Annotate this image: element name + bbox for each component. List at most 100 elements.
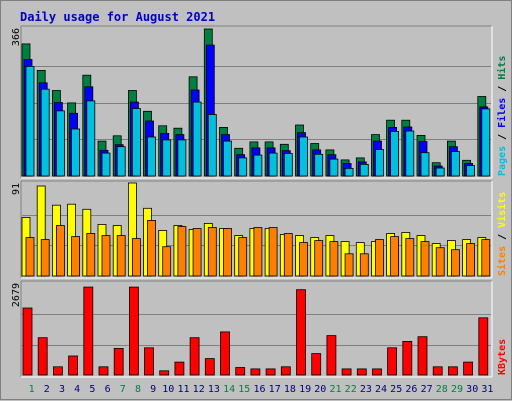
bar-sites-day-17 <box>268 227 278 277</box>
bar-pages-day-30 <box>466 165 476 177</box>
bar-sites-day-7 <box>116 235 126 277</box>
bar-kbytes-day-8 <box>128 286 139 376</box>
x-tick-day-9: 9 <box>150 384 156 395</box>
x-tick-day-1: 1 <box>29 384 35 395</box>
bar-sites-day-26 <box>405 238 415 277</box>
bar-kbytes-day-15 <box>235 367 246 376</box>
x-tick-day-22: 22 <box>345 384 357 395</box>
legend-entry: / <box>497 128 508 146</box>
bar-kbytes-day-24 <box>372 368 382 376</box>
bar-pages-day-24 <box>375 149 384 177</box>
bar-sites-day-27 <box>420 241 430 277</box>
bar-sites-day-8 <box>131 238 141 277</box>
bar-kbytes-day-14 <box>220 331 230 376</box>
bar-pages-day-17 <box>268 152 278 177</box>
bar-sites-day-24 <box>375 239 384 277</box>
bar-sites-day-13 <box>207 227 217 277</box>
bar-sites-day-1 <box>25 237 35 277</box>
bar-sites-day-3 <box>56 225 65 277</box>
bar-sites-day-11 <box>177 226 187 277</box>
bar-sites-day-5 <box>86 233 96 277</box>
bar-sites-day-9 <box>147 219 156 277</box>
bar-pages-day-5 <box>86 100 96 177</box>
bar-kbytes-day-1 <box>22 307 33 376</box>
x-tick-day-12: 12 <box>193 384 205 395</box>
legend-hits_files_pages: Pages / Files / Hits <box>496 56 508 176</box>
bar-kbytes-day-18 <box>280 366 291 376</box>
x-tick-day-16: 16 <box>253 384 265 395</box>
x-tick-day-27: 27 <box>421 384 433 395</box>
x-tick-day-19: 19 <box>299 384 311 395</box>
x-tick-day-10: 10 <box>162 384 174 395</box>
bar-pages-day-12 <box>192 101 202 177</box>
ymax-label-kbytes: 2679 <box>11 283 22 307</box>
bar-pages-day-16 <box>253 154 263 177</box>
bar-pages-day-25 <box>390 130 400 177</box>
x-tick-day-28: 28 <box>436 384 448 395</box>
bar-kbytes-day-20 <box>311 353 322 376</box>
bar-kbytes-day-28 <box>432 366 443 376</box>
chart-title: Daily usage for August 2021 <box>20 10 215 24</box>
x-tick-day-3: 3 <box>59 384 65 395</box>
bar-sites-day-21 <box>329 241 339 277</box>
bar-kbytes-day-3 <box>53 366 63 376</box>
bar-sites-day-28 <box>435 247 445 277</box>
bar-kbytes-day-6 <box>98 366 109 376</box>
bar-pages-day-7 <box>116 146 126 177</box>
bar-kbytes-day-11 <box>174 361 185 376</box>
x-tick-day-29: 29 <box>451 384 463 395</box>
bar-pages-day-2 <box>40 88 50 177</box>
x-tick-day-20: 20 <box>314 384 326 395</box>
x-tick-day-25: 25 <box>390 384 402 395</box>
x-tick-day-15: 15 <box>238 384 250 395</box>
bar-sites-day-16 <box>253 227 263 277</box>
bar-pages-day-19 <box>299 136 308 177</box>
panel-kbytes <box>21 281 492 377</box>
bar-kbytes-day-21 <box>326 335 337 376</box>
bar-kbytes-day-25 <box>387 347 398 376</box>
ymax-label-visits_sites: 91 <box>11 183 22 195</box>
bar-kbytes-day-7 <box>113 347 124 376</box>
bar-pages-day-10 <box>162 139 172 177</box>
bar-pages-day-8 <box>131 108 141 177</box>
bar-sites-day-20 <box>314 240 324 277</box>
bar-pages-day-3 <box>56 110 65 177</box>
bar-pages-day-9 <box>147 136 156 177</box>
legend-entry: / <box>497 80 508 98</box>
bar-pages-day-6 <box>101 152 111 177</box>
bar-kbytes-day-5 <box>83 286 94 376</box>
bar-pages-day-27 <box>420 152 430 177</box>
bar-kbytes-day-30 <box>463 361 474 376</box>
bar-kbytes-day-2 <box>37 337 48 376</box>
bar-kbytes-day-10 <box>159 370 170 376</box>
legend-entry: Sites <box>496 246 508 276</box>
bar-pages-day-13 <box>207 114 217 177</box>
bar-kbytes-day-9 <box>144 347 154 376</box>
bar-kbytes-day-23 <box>356 368 367 376</box>
x-tick-day-31: 31 <box>481 384 493 395</box>
legend-visits_sites: Sites / Visits <box>496 192 508 276</box>
x-tick-day-23: 23 <box>360 384 372 395</box>
bar-sites-day-25 <box>390 236 400 277</box>
bar-pages-day-1 <box>25 66 35 177</box>
x-tick-day-11: 11 <box>177 384 189 395</box>
bar-sites-day-19 <box>299 242 308 277</box>
bar-sites-day-15 <box>238 237 248 277</box>
x-tick-day-30: 30 <box>466 384 478 395</box>
x-tick-day-13: 13 <box>208 384 220 395</box>
ymax-label-hits_files_pages: 366 <box>11 28 22 46</box>
bar-kbytes-day-13 <box>204 358 215 376</box>
legend-entry: / <box>497 228 508 246</box>
bar-pages-day-14 <box>223 140 232 177</box>
bar-pages-day-20 <box>314 153 324 177</box>
legend-entry: Visits <box>496 192 508 228</box>
bar-sites-day-29 <box>450 249 460 277</box>
legend-entry: Files <box>496 98 508 128</box>
bar-kbytes-day-26 <box>402 340 413 376</box>
bar-kbytes-day-4 <box>68 355 78 376</box>
bar-sites-day-30 <box>466 243 476 277</box>
x-tick-day-2: 2 <box>44 384 50 395</box>
legend-entry: Pages <box>497 146 508 176</box>
